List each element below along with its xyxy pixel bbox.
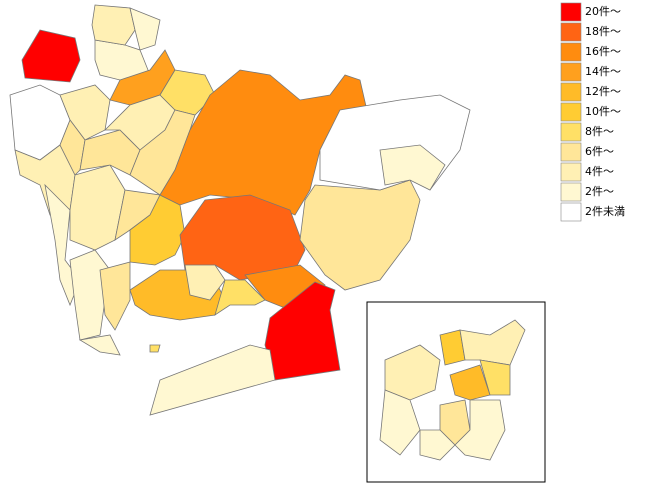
legend-label: 6件～ [585,145,614,158]
municipality [264,281,341,381]
legend-swatch [560,2,582,22]
municipality [159,69,369,216]
municipality [59,119,86,176]
municipality [454,399,506,461]
municipality [69,164,126,251]
legend-label: 14件～ [585,65,621,78]
legend-swatch [560,162,582,182]
municipality [149,344,161,353]
inset-frame [366,301,546,483]
legend-label: 10件～ [585,105,621,118]
legend-swatch [560,122,582,142]
legend-label: 2件～ [585,185,614,198]
legend-swatch [560,22,582,42]
municipality [379,389,421,456]
legend-label: 16件～ [585,45,621,58]
legend-label: 12件～ [585,85,621,98]
municipality [149,344,276,416]
legend-label: 8件～ [585,125,614,138]
municipality [78,334,121,356]
legend-swatch [560,42,582,62]
legend-swatch [560,62,582,82]
legend-label: 18件～ [585,25,621,38]
municipality [99,261,131,331]
legend-label: 4件～ [585,165,614,178]
legend-swatch [560,182,582,202]
municipality [184,264,226,301]
municipality [91,4,136,46]
municipality [449,364,491,401]
municipality [299,179,421,291]
legend-swatch [560,82,582,102]
legend-label: 20件～ [585,5,621,18]
municipality [459,319,526,366]
municipality [379,144,446,191]
municipality [419,429,456,461]
municipality [384,344,441,401]
municipality [479,359,511,396]
legend-swatch [560,202,582,222]
legend-label: 2件未満 [585,205,625,218]
legend-swatch [560,142,582,162]
legend-swatch [560,102,582,122]
municipality [214,279,266,316]
municipality [21,29,81,83]
municipality [129,7,161,51]
